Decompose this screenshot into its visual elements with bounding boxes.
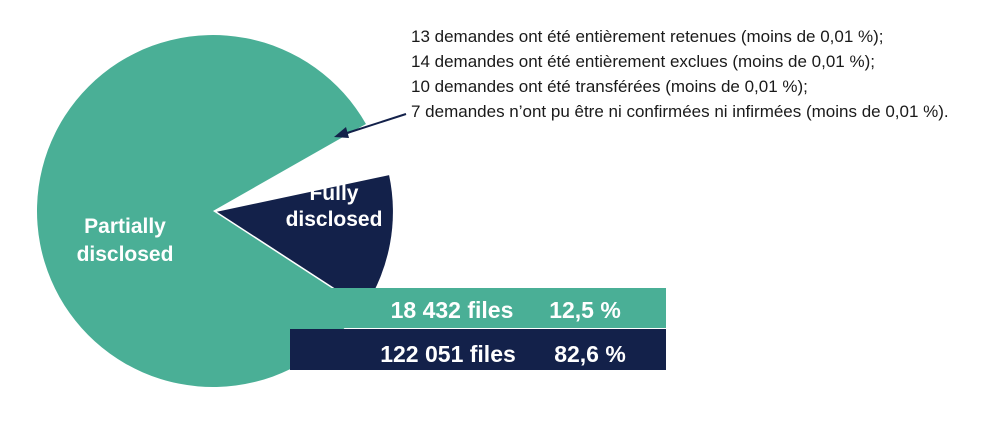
files-count-fully-disclosed: 18 432 files <box>391 297 514 323</box>
files-count-partially-disclosed: 122 051 files <box>380 341 516 367</box>
value-bar-partially-disclosed <box>290 329 666 370</box>
percent-partially-disclosed: 82,6 % <box>554 341 626 367</box>
annotation-text: 13 demandes ont été entièrement retenues… <box>411 27 949 121</box>
annotation-line-4: 7 demandes n’ont pu être ni confirmées n… <box>411 102 949 121</box>
value-bar-fully-disclosed <box>300 288 666 328</box>
percent-fully-disclosed: 12,5 % <box>549 297 621 323</box>
annotation-arrowhead-icon <box>334 127 349 138</box>
annotation-line-2: 14 demandes ont été entièrement exclues … <box>411 52 875 71</box>
slice-label-partially-disclosed-line2: disclosed <box>77 243 174 266</box>
slice-fully-disclosed <box>216 175 393 308</box>
annotation-arrow-line <box>343 113 407 135</box>
slice-partially-disclosed <box>36 35 366 388</box>
annotation-line-1: 13 demandes ont été entièrement retenues… <box>411 27 884 46</box>
slice-label-partially-disclosed-line1: Partially <box>84 215 166 238</box>
annotation-line-3: 10 demandes ont été transférées (moins d… <box>411 77 808 96</box>
slice-label-fully-disclosed-line2: disclosed <box>286 208 383 231</box>
slice-label-fully-disclosed-line1: Fully <box>309 182 358 205</box>
